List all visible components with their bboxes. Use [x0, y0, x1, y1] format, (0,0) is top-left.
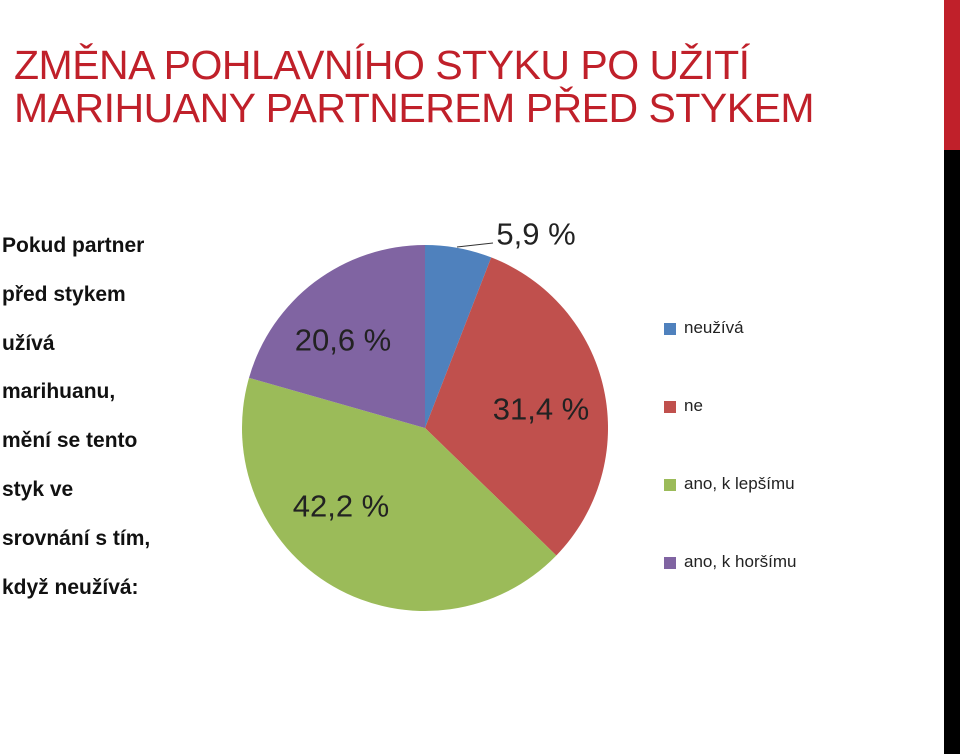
pie-slice-ne	[425, 257, 609, 556]
legend-swatch	[664, 323, 676, 335]
legend-swatch	[664, 401, 676, 413]
pie-slice-ano-k-lepsimu	[241, 377, 557, 612]
legend-item-ano-k-horsimu: ano, k horšímu	[664, 552, 934, 630]
leader-line	[456, 242, 494, 248]
legend-item-ne: ne	[664, 396, 934, 474]
legend-item-neuziva: neužívá	[664, 318, 934, 396]
accent-bar-bottom	[944, 150, 960, 754]
data-label-ano-k-horsimu: 20,6 %	[295, 323, 392, 358]
data-label-ano-k-lepsimu: 42,2 %	[293, 489, 390, 524]
question-line: marihuanu,	[2, 380, 116, 404]
legend-swatch	[664, 479, 676, 491]
chart-legend: neužívá ne ano, k lepšímu ano, k horšímu	[664, 318, 934, 630]
question-text: Pokud partner před stykem užívá marihuan…	[2, 228, 232, 618]
question-line: mění se tento	[2, 429, 138, 453]
legend-label: neužívá	[684, 318, 744, 337]
data-label-ne: 31,4 %	[493, 392, 590, 427]
pie-slice-neuziva	[425, 245, 492, 428]
accent-bar-top	[944, 0, 960, 150]
question-line: srovnání s tím,	[2, 526, 151, 550]
title-line-1: ZMĚNA POHLAVNÍHO STYKU PO UŽITÍ	[14, 42, 750, 88]
legend-swatch	[664, 557, 676, 569]
question-line: před stykem	[2, 282, 126, 306]
question-line: když neužívá:	[2, 575, 139, 599]
question-line: užívá	[2, 331, 55, 355]
question-line: styk ve	[2, 477, 74, 501]
legend-label: ano, k horšímu	[684, 552, 797, 571]
title-line-2: MARIHUANY PARTNEREM PŘED STYKEM	[14, 85, 815, 131]
question-line: Pokud partner	[2, 234, 145, 257]
page-title: ZMĚNA POHLAVNÍHO STYKU PO UŽITÍ MARIHUAN…	[14, 44, 914, 130]
legend-label: ano, k lepšímu	[684, 474, 795, 493]
legend-label: ne	[684, 396, 703, 415]
legend-item-ano-k-lepsimu: ano, k lepšímu	[664, 474, 934, 552]
data-label-neuziva: 5,9 %	[496, 217, 575, 252]
pie-slice-ano-k-horsimu	[249, 245, 425, 428]
